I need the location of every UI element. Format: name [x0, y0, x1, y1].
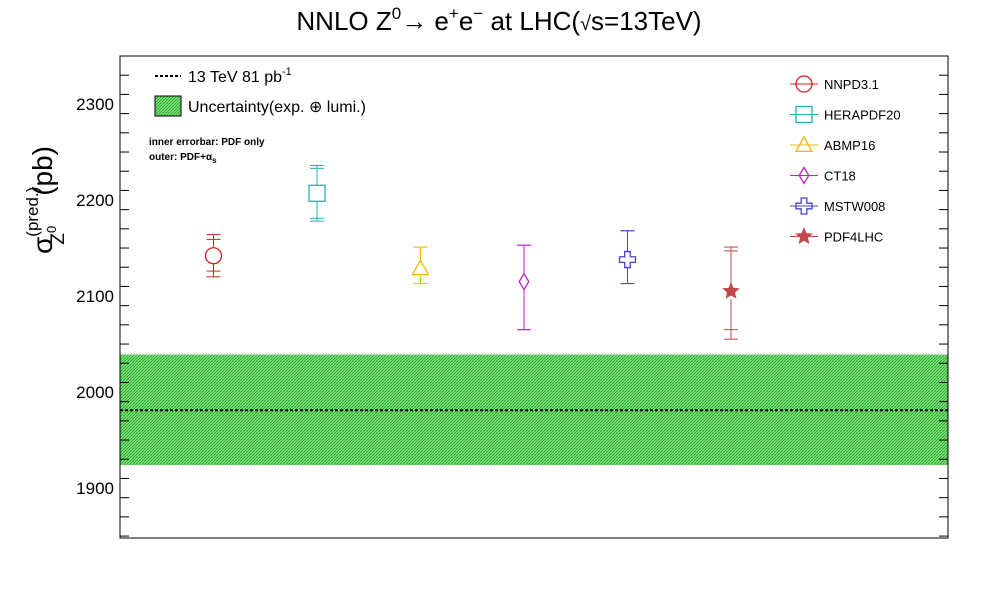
- y-tick-label: 2200: [76, 191, 114, 210]
- legend-entry-nnpd3-1: NNPD3.1: [790, 75, 879, 93]
- y-tick-label: 2300: [76, 95, 114, 114]
- legend-label-mstw008: MSTW008: [824, 199, 885, 214]
- data-point-ct18: [517, 244, 531, 331]
- legend-band-swatch: [154, 95, 182, 117]
- legend-entry-herapdf20: HERAPDF20: [790, 105, 901, 124]
- legend-label-nnpd3-1: NNPD3.1: [824, 77, 879, 92]
- marker-ct18: [518, 272, 530, 291]
- legend-marker-herapdf20: [795, 105, 813, 124]
- marker-abmp16: [411, 258, 430, 276]
- legend-band-label: Uncertainty(exp. ⊕ lumi.): [188, 99, 366, 116]
- data-point-abmp16: [411, 246, 430, 285]
- marker-mstw008: [618, 250, 637, 269]
- y-tick-label: 2000: [76, 383, 114, 402]
- data-point-herapdf20: [308, 164, 326, 222]
- marker-herapdf20: [308, 184, 326, 202]
- legend-measurement-label: 13 TeV 81 pb-1: [188, 66, 292, 86]
- legend-label-pdf4lhc: PDF4LHC: [824, 230, 883, 245]
- legend-left: 13 TeV 81 pb-1 Uncertainty(exp. ⊕ lumi.)…: [149, 66, 366, 165]
- marker-pdf4lhc: [722, 281, 740, 299]
- uncertainty-band: [120, 354, 948, 466]
- y-tick-label: 2100: [76, 287, 114, 306]
- chart-title: NNLO Z0→ e+e− at LHC(√s=13TeV): [296, 4, 701, 36]
- note-inner-errorbar: inner errorbar: PDF only: [149, 137, 265, 148]
- legend-entry-ct18: CT18: [790, 166, 856, 185]
- plot-frame: [119, 55, 949, 539]
- y-axis-label: σ(pred.)Z0(pb): [23, 146, 69, 254]
- band-layer: [120, 354, 948, 466]
- legend-entry-mstw008: MSTW008: [790, 197, 885, 215]
- marker-nnpd3-1: [204, 247, 223, 265]
- legend-marker-nnpd3-1: [795, 75, 813, 93]
- legend-marker-mstw008: [795, 197, 813, 215]
- data-point-pdf4lhc: [722, 246, 740, 340]
- legend-right: NNPD3.1 HERAPDF20 ABMP16 CT18 MSTW008 PDF4LHC: [790, 75, 901, 245]
- legend-marker-pdf4lhc: [795, 227, 813, 245]
- legend-label-ct18: CT18: [824, 169, 856, 184]
- points-layer: [204, 164, 740, 340]
- y-tick-label: 1900: [76, 479, 114, 498]
- legend-marker-abmp16: [794, 135, 814, 153]
- svg-text:σ(pred.)Z0(pb): σ(pred.)Z0(pb): [23, 146, 69, 254]
- legend-marker-ct18: [798, 166, 810, 185]
- data-point-mstw008: [618, 230, 637, 285]
- legend-entry-abmp16: ABMP16: [790, 135, 875, 153]
- legend-label-herapdf20: HERAPDF20: [824, 108, 901, 123]
- data-point-nnpd3-1: [204, 234, 223, 278]
- axis-layer: 1900 2000 2100 2200 2300: [76, 55, 949, 539]
- legend-entry-pdf4lhc: PDF4LHC: [790, 227, 883, 245]
- note-outer-errorbar: outer: PDF+αs: [149, 152, 217, 165]
- legend-label-abmp16: ABMP16: [824, 138, 875, 153]
